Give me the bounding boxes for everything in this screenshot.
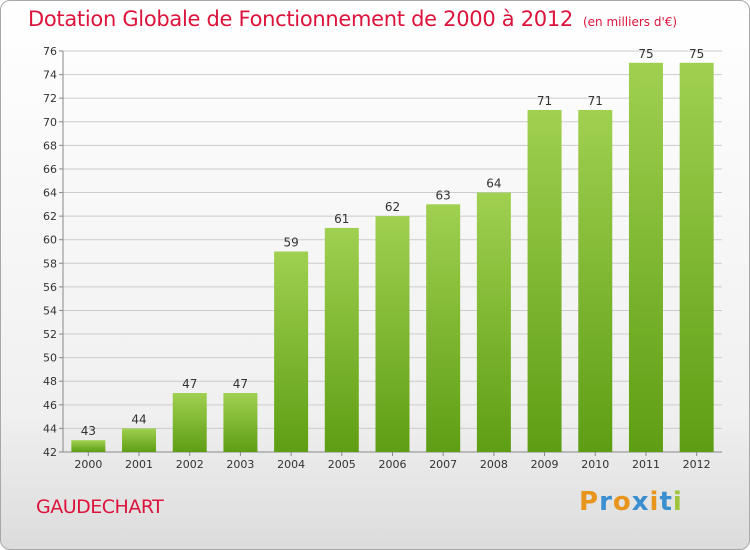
proxiti-logo: Proxiti xyxy=(579,487,683,517)
bar-2012 xyxy=(680,63,714,452)
data-label: 47 xyxy=(233,377,248,391)
commune-name: GAUDECHART xyxy=(36,496,163,518)
y-tick-label: 56 xyxy=(43,281,57,294)
bar-2001 xyxy=(122,428,156,452)
data-label: 44 xyxy=(131,412,146,426)
bar-2011 xyxy=(629,63,663,452)
y-tick-label: 58 xyxy=(43,257,57,270)
bar-2007 xyxy=(426,204,460,452)
y-tick-label: 74 xyxy=(43,69,57,82)
y-tick-label: 64 xyxy=(43,187,57,200)
y-tick-label: 50 xyxy=(43,352,57,365)
bar-2010 xyxy=(578,110,612,452)
x-tick-label: 2012 xyxy=(683,458,711,471)
y-tick-label: 76 xyxy=(43,45,57,58)
x-tick-label: 2005 xyxy=(328,458,356,471)
bar-2004 xyxy=(274,252,308,453)
x-tick-label: 2000 xyxy=(74,458,102,471)
bar-2002 xyxy=(173,393,207,452)
data-label: 47 xyxy=(182,377,197,391)
y-tick-label: 42 xyxy=(43,446,57,459)
x-tick-label: 2002 xyxy=(176,458,204,471)
x-tick-label: 2004 xyxy=(277,458,305,471)
bar-2006 xyxy=(376,216,410,452)
x-tick-label: 2008 xyxy=(480,458,508,471)
y-tick-label: 62 xyxy=(43,210,57,223)
data-label: 61 xyxy=(334,212,349,226)
x-tick-label: 2006 xyxy=(379,458,407,471)
y-tick-label: 52 xyxy=(43,328,57,341)
x-tick-label: 2001 xyxy=(125,458,153,471)
logo-letter: r xyxy=(599,487,613,517)
x-tick-label: 2011 xyxy=(632,458,660,471)
logo-letter: i xyxy=(650,487,660,517)
y-tick-label: 46 xyxy=(43,399,57,412)
data-label: 75 xyxy=(689,47,704,61)
y-tick-label: 68 xyxy=(43,139,57,152)
x-tick-label: 2003 xyxy=(226,458,254,471)
data-label: 75 xyxy=(638,47,653,61)
data-label: 62 xyxy=(385,200,400,214)
y-tick-label: 54 xyxy=(43,304,57,317)
bar-2003 xyxy=(223,393,257,452)
logo-letter: i xyxy=(673,487,683,517)
y-tick-label: 44 xyxy=(43,422,57,435)
x-tick-label: 2009 xyxy=(531,458,559,471)
chart-frame: Dotation Globale de Fonctionnement de 20… xyxy=(0,0,750,550)
bar-2009 xyxy=(528,110,562,452)
bar-2000 xyxy=(71,440,105,452)
data-label: 71 xyxy=(537,94,552,108)
y-tick-label: 48 xyxy=(43,375,57,388)
bars xyxy=(71,63,713,452)
data-label: 64 xyxy=(486,177,501,191)
logo-letter: x xyxy=(632,487,650,517)
logo-letter: o xyxy=(613,487,632,517)
data-label: 63 xyxy=(436,188,451,202)
y-tick-label: 72 xyxy=(43,92,57,105)
y-tick-label: 60 xyxy=(43,234,57,247)
bar-2008 xyxy=(477,193,511,452)
bar-chart: 42 44 46 48 50 52 54 56 58 60 62 64 66 68 70 72 74 76 2000… xyxy=(1,1,749,549)
data-label: 59 xyxy=(283,236,298,250)
bar-2005 xyxy=(325,228,359,452)
y-tick-label: 66 xyxy=(43,163,57,176)
logo-letter: t xyxy=(659,487,672,517)
x-tick-label: 2007 xyxy=(429,458,457,471)
data-label: 43 xyxy=(81,424,96,438)
logo-letter: P xyxy=(579,487,599,517)
data-label: 71 xyxy=(588,94,603,108)
x-tick-label: 2010 xyxy=(581,458,609,471)
y-tick-label: 70 xyxy=(43,116,57,129)
